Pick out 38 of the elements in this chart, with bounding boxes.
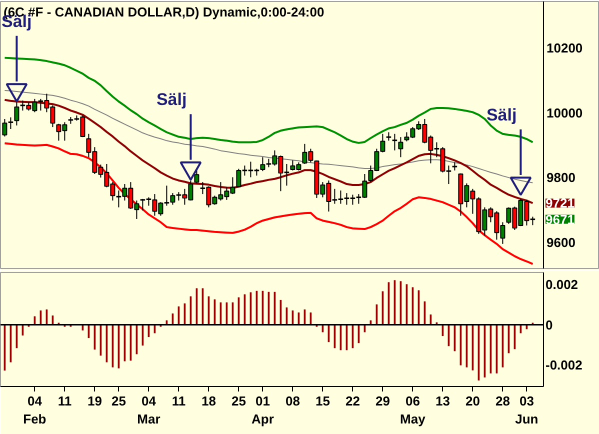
y-tick-label: 9600 xyxy=(546,234,576,250)
x-tick-label: 19 xyxy=(87,394,102,408)
x-tick-label: 20 xyxy=(465,394,480,408)
x-tick-label: 11 xyxy=(58,394,72,408)
candlestick xyxy=(392,133,398,151)
line-series xyxy=(4,142,534,265)
x-tick-label: 11 xyxy=(172,394,186,408)
y-tick-label: 0 xyxy=(546,317,553,332)
y-tick-label: 10000 xyxy=(546,105,583,120)
point xyxy=(180,161,202,181)
x-tick-label: 25 xyxy=(111,394,126,408)
point xyxy=(510,176,532,196)
y-tick-label: 9800 xyxy=(546,170,576,186)
candlestick xyxy=(398,136,404,158)
x-tick-label: 04 Mar xyxy=(137,394,160,426)
text: Sälj xyxy=(486,105,517,124)
text: 9671 xyxy=(546,212,574,227)
x-tick-label: 01 Apr xyxy=(252,394,274,426)
line-series xyxy=(4,56,534,144)
x-tick-label: 06 May xyxy=(400,394,426,426)
point xyxy=(6,83,28,102)
data-label: 9721 xyxy=(546,196,574,211)
y-tick-label: -0.002 xyxy=(546,358,582,373)
y-tick-label: 10200 xyxy=(546,40,583,56)
x-tick-label: 28 xyxy=(495,394,510,408)
candlestick xyxy=(14,102,20,126)
x-tick-label: 18 xyxy=(201,394,216,408)
x-tick-label: 04 Feb xyxy=(23,394,46,426)
x-tick-label: 13 xyxy=(435,394,450,408)
x-tick-label: 15 xyxy=(315,394,330,408)
x-tick-label: 29 xyxy=(375,394,390,408)
x-tick-label: 03 Jun xyxy=(515,394,538,426)
x-tick-label: 22 xyxy=(345,394,360,408)
x-tick-label: 08 xyxy=(285,394,300,408)
x-tick-label: 25 xyxy=(231,394,246,408)
y-tick-label: 0.002 xyxy=(546,276,578,292)
candlestick xyxy=(194,170,200,184)
text: Sälj xyxy=(156,90,187,110)
